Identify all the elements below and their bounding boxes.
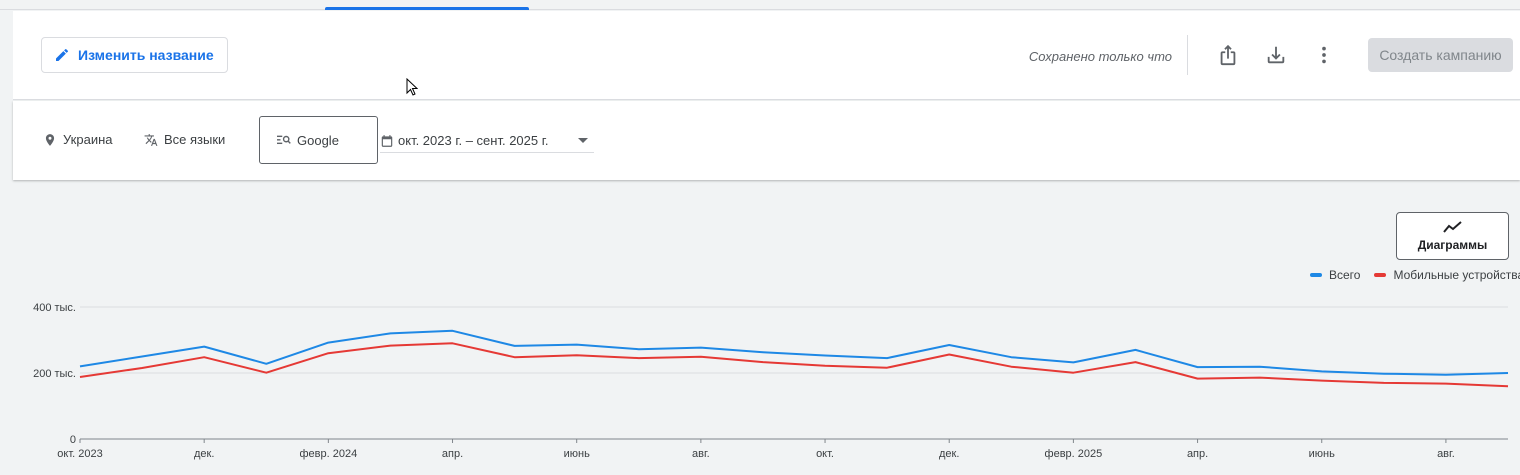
x-tick-label: окт.	[816, 448, 834, 460]
legend-swatch-mobile	[1374, 273, 1387, 277]
share-icon	[1220, 44, 1236, 66]
x-tick-label: июнь	[564, 448, 590, 460]
y-tick-label: 200 тыс.	[33, 368, 76, 380]
x-tick-label: дек.	[194, 448, 214, 460]
top-tab-strip	[0, 0, 1520, 10]
series-line-mobile	[79, 342, 1509, 388]
date-range-label: окт. 2023 г. – сент. 2025 г.	[398, 133, 549, 148]
charts-toggle-button[interactable]: Диаграммы	[1396, 212, 1509, 260]
legend-item-mobile[interactable]: Мобильные устройства	[1374, 268, 1520, 282]
trending-line-icon	[1442, 221, 1462, 233]
header-toolbar: Изменить название Сохранено только что С…	[13, 11, 1520, 100]
download-icon	[1267, 46, 1285, 64]
chevron-down-icon	[578, 138, 588, 143]
active-tab-indicator	[325, 7, 529, 10]
charts-button-label: Диаграммы	[1417, 238, 1488, 252]
calendar-icon	[381, 134, 393, 147]
search-volume-chart: 0 200 тыс. 400 тыс. окт. 2023 дек. февр. 2024…	[33, 302, 1509, 460]
x-tick-label: авг.	[692, 448, 710, 460]
saved-status: Сохранено только что	[1028, 49, 1172, 64]
y-tick-label: 400 тыс.	[33, 302, 76, 314]
x-tick-label: апр.	[1187, 448, 1208, 460]
legend-label-total: Всего	[1329, 268, 1361, 282]
chart-legend: Всего Мобильные устройства	[1310, 268, 1520, 282]
language-filter[interactable]: Все языки	[144, 132, 225, 147]
mouse-cursor-icon	[406, 78, 418, 96]
legend-label-mobile: Мобильные устройства	[1393, 268, 1520, 282]
language-label: Все языки	[164, 132, 226, 147]
legend-swatch-total	[1310, 273, 1322, 277]
x-tick-label: февр. 2024	[299, 448, 357, 460]
more-options-button[interactable]	[1310, 41, 1338, 69]
legend-item-total[interactable]: Всего	[1310, 268, 1360, 282]
location-filter[interactable]: Украина	[43, 132, 113, 147]
x-tick-label: авг.	[1437, 448, 1455, 460]
x-tick-label: дек.	[939, 448, 959, 460]
rename-button[interactable]: Изменить название	[41, 37, 228, 73]
x-tick-label: февр. 2025	[1045, 448, 1103, 460]
x-tick-label: июнь	[1309, 448, 1335, 460]
date-range-picker[interactable]: окт. 2023 г. – сент. 2025 г.	[380, 129, 594, 153]
filter-bar: Украина Все языки Google окт. 2023 г. – …	[13, 101, 1520, 180]
more-vert-icon	[1322, 46, 1326, 64]
y-tick-label: 0	[70, 434, 76, 446]
translate-icon	[144, 133, 158, 146]
toolbar-divider	[1187, 35, 1188, 75]
network-filter[interactable]: Google	[259, 116, 378, 164]
share-button[interactable]	[1214, 41, 1242, 69]
rename-label: Изменить название	[78, 47, 214, 63]
location-label: Украина	[63, 132, 113, 147]
pencil-icon	[56, 48, 69, 61]
x-tick-label: апр.	[442, 448, 463, 460]
location-pin-icon	[45, 133, 55, 146]
series-line-total	[79, 329, 1509, 376]
download-button[interactable]	[1262, 41, 1290, 69]
x-tick-label: окт. 2023	[57, 448, 102, 460]
create-campaign-button[interactable]: Создать кампанию	[1368, 38, 1513, 72]
network-label: Google	[297, 132, 339, 148]
search-network-icon	[277, 135, 291, 145]
